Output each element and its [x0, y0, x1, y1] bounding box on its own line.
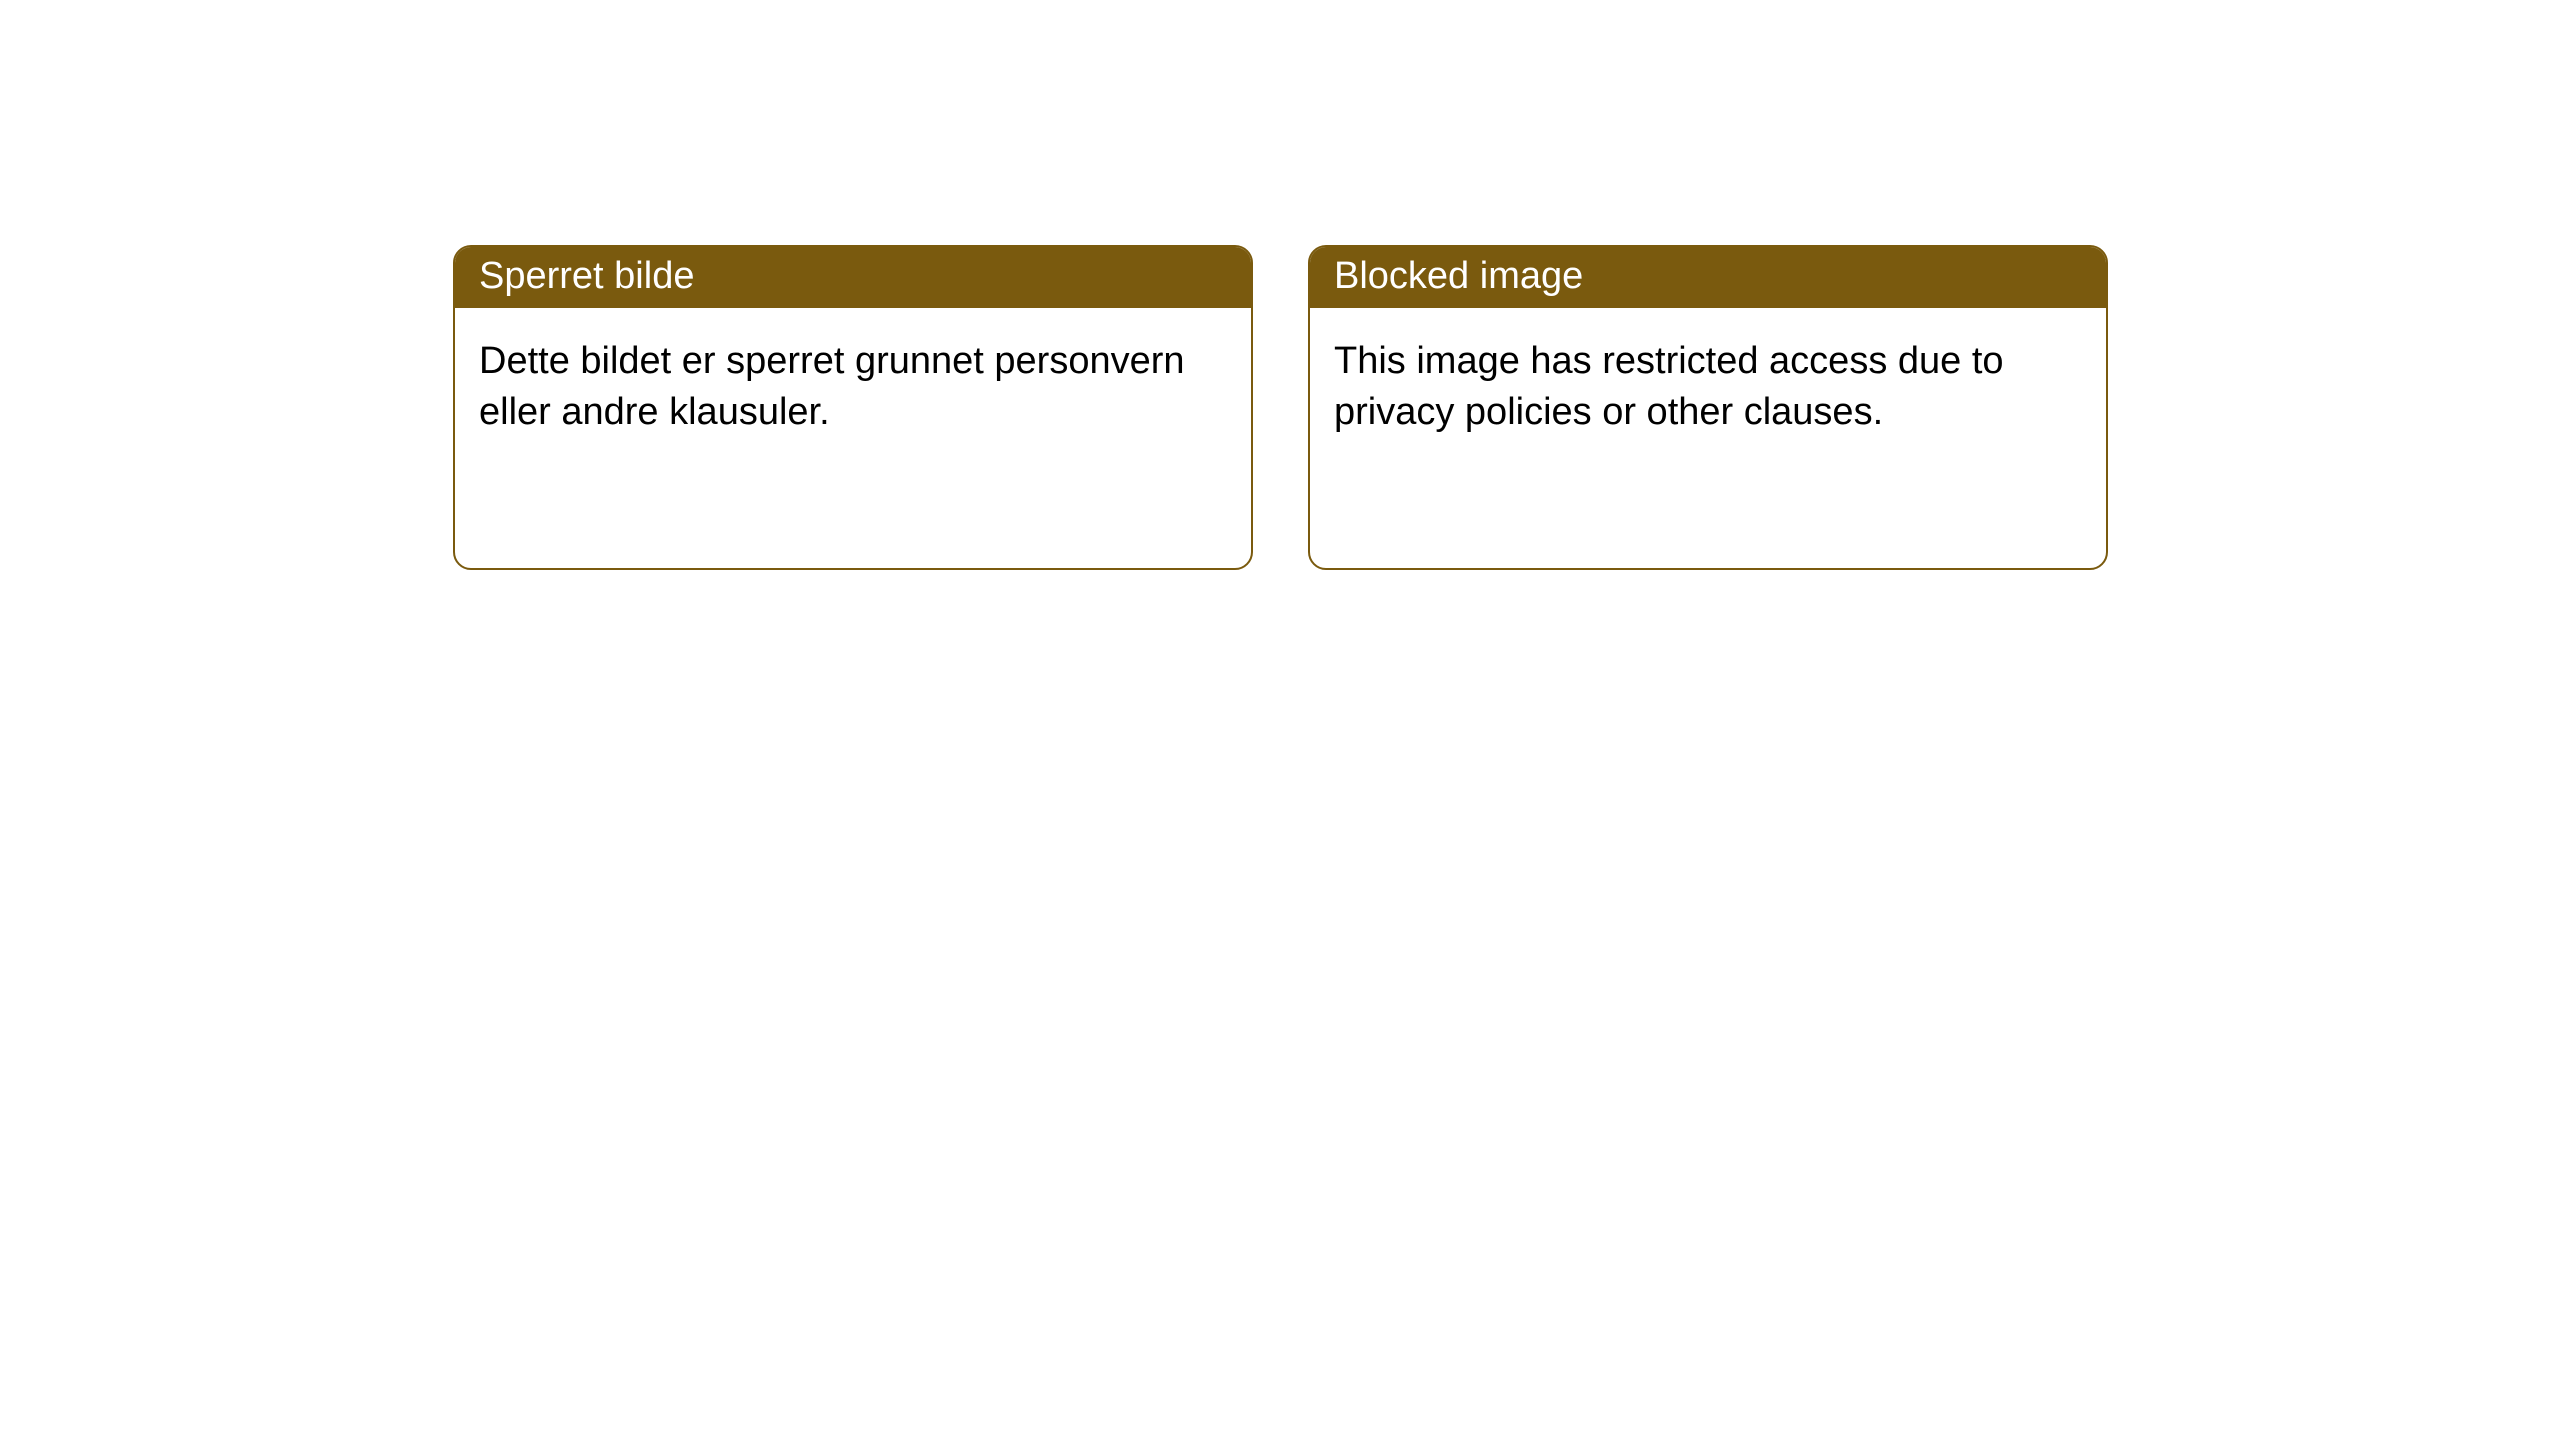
- card-header-no: Sperret bilde: [455, 247, 1251, 308]
- blocked-image-card-no: Sperret bilde Dette bildet er sperret gr…: [453, 245, 1253, 570]
- card-message-no: Dette bildet er sperret grunnet personve…: [479, 340, 1185, 433]
- card-title-en: Blocked image: [1334, 255, 1583, 297]
- card-header-en: Blocked image: [1310, 247, 2106, 308]
- card-title-no: Sperret bilde: [479, 255, 694, 297]
- card-body-no: Dette bildet er sperret grunnet personve…: [455, 308, 1251, 568]
- card-body-en: This image has restricted access due to …: [1310, 308, 2106, 568]
- blocked-image-card-en: Blocked image This image has restricted …: [1308, 245, 2108, 570]
- card-message-en: This image has restricted access due to …: [1334, 340, 2004, 433]
- cards-container: Sperret bilde Dette bildet er sperret gr…: [453, 245, 2108, 570]
